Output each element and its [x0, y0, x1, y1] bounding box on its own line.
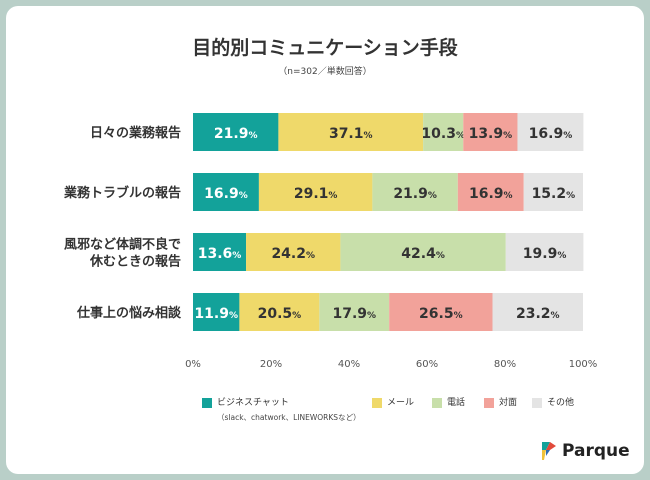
legend-swatch: [202, 398, 212, 408]
bar-segment: [193, 233, 247, 271]
legend-item: その他: [532, 398, 574, 409]
parque-logo-icon: [542, 442, 556, 460]
bar-segment: [463, 113, 518, 151]
legend-label: その他: [547, 398, 574, 409]
bar-segment: [239, 293, 320, 331]
category-label: 仕事上の悩み相談: [76, 305, 182, 321]
data-label: 26.5%: [419, 306, 463, 322]
data-label: 11.9%: [194, 306, 238, 322]
bar-segment: [193, 173, 259, 211]
bar-segment: [372, 173, 458, 211]
bar-segment: [423, 113, 464, 151]
x-tick-label: 40%: [338, 359, 360, 370]
data-label: 13.9%: [469, 126, 513, 142]
legend-label-text: 電話: [447, 398, 466, 408]
chart-title: 目的別コミュニケーション手段: [192, 37, 458, 59]
bar-segment: [523, 173, 583, 211]
bar-segment: [319, 293, 390, 331]
legend-item: 電話: [432, 398, 465, 409]
legend-item: 対面: [484, 398, 517, 409]
legend-label: 対面: [499, 398, 517, 409]
data-label: 24.2%: [271, 246, 315, 262]
legend-label-text: 対面: [499, 398, 518, 408]
bar-segment: [389, 293, 493, 331]
data-label: 17.9%: [332, 306, 376, 322]
legend-item: ビジネスチャット （slack、chatwork、LINEWORKSなど）: [202, 398, 361, 423]
bar-segment: [492, 293, 583, 331]
legend-swatch: [432, 398, 442, 408]
data-label: 10.3%: [421, 126, 465, 142]
x-tick-label: 100%: [569, 359, 598, 370]
category-label: 風邪など体調不良で休むときの報告: [64, 237, 181, 270]
legend-label-text: ビジネスチャット: [217, 398, 289, 408]
legend-sublabel: （slack、chatwork、LINEWORKSなど）: [217, 413, 361, 422]
bar-segment: [278, 113, 424, 151]
data-label: 15.2%: [532, 186, 576, 202]
x-tick-label: 0%: [185, 359, 201, 370]
data-label: 20.5%: [258, 306, 302, 322]
data-label: 42.4%: [401, 246, 445, 262]
x-tick-label: 80%: [494, 359, 516, 370]
data-label: 16.9%: [469, 186, 513, 202]
legend-swatch: [484, 398, 494, 408]
legend-swatch: [532, 398, 542, 408]
legend-item: メール: [372, 398, 414, 409]
data-label: 19.9%: [523, 246, 567, 262]
legend-label: 電話: [447, 398, 465, 409]
bar-segment: [517, 113, 584, 151]
data-label: 21.9%: [393, 186, 437, 202]
bar-segment: [457, 173, 524, 211]
category-label: 日々の業務報告: [90, 125, 181, 141]
data-label: 13.6%: [198, 246, 242, 262]
data-label: 37.1%: [329, 126, 373, 142]
x-tick-label: 60%: [416, 359, 438, 370]
category-label: 業務トラブルの報告: [63, 185, 181, 201]
legend-label: メール: [387, 398, 414, 409]
bar-segment: [193, 293, 240, 331]
legend-label-text: その他: [547, 398, 575, 408]
data-label: 16.9%: [204, 186, 248, 202]
data-label: 21.9%: [214, 126, 258, 142]
bar-segment: [193, 113, 279, 151]
x-tick-label: 20%: [260, 359, 282, 370]
legend-label-text: メール: [387, 398, 415, 408]
data-label: 16.9%: [529, 126, 573, 142]
data-label: 23.2%: [516, 306, 560, 322]
chart-subtitle: （n=302／単数回答）: [278, 67, 372, 77]
bar-segment: [340, 233, 506, 271]
bar-segment: [246, 233, 341, 271]
legend-label: ビジネスチャット （slack、chatwork、LINEWORKSなど）: [217, 398, 361, 423]
bar-segment: [505, 233, 584, 271]
parque-logo: Parque: [540, 440, 630, 462]
bar-segment: [258, 173, 373, 211]
data-label: 29.1%: [294, 186, 338, 202]
logo-text: Parque: [562, 441, 630, 461]
legend-swatch: [372, 398, 382, 408]
